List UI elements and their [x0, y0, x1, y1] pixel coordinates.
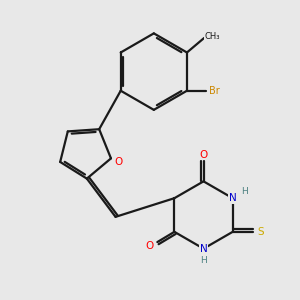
Text: N: N — [229, 193, 237, 203]
Text: O: O — [115, 157, 123, 167]
Text: H: H — [200, 256, 207, 266]
Text: S: S — [258, 227, 264, 237]
Text: CH₃: CH₃ — [205, 32, 220, 40]
Text: O: O — [146, 241, 154, 251]
Text: O: O — [200, 150, 208, 160]
Text: Br: Br — [209, 86, 220, 96]
Text: H: H — [242, 187, 248, 196]
Text: N: N — [200, 244, 207, 254]
